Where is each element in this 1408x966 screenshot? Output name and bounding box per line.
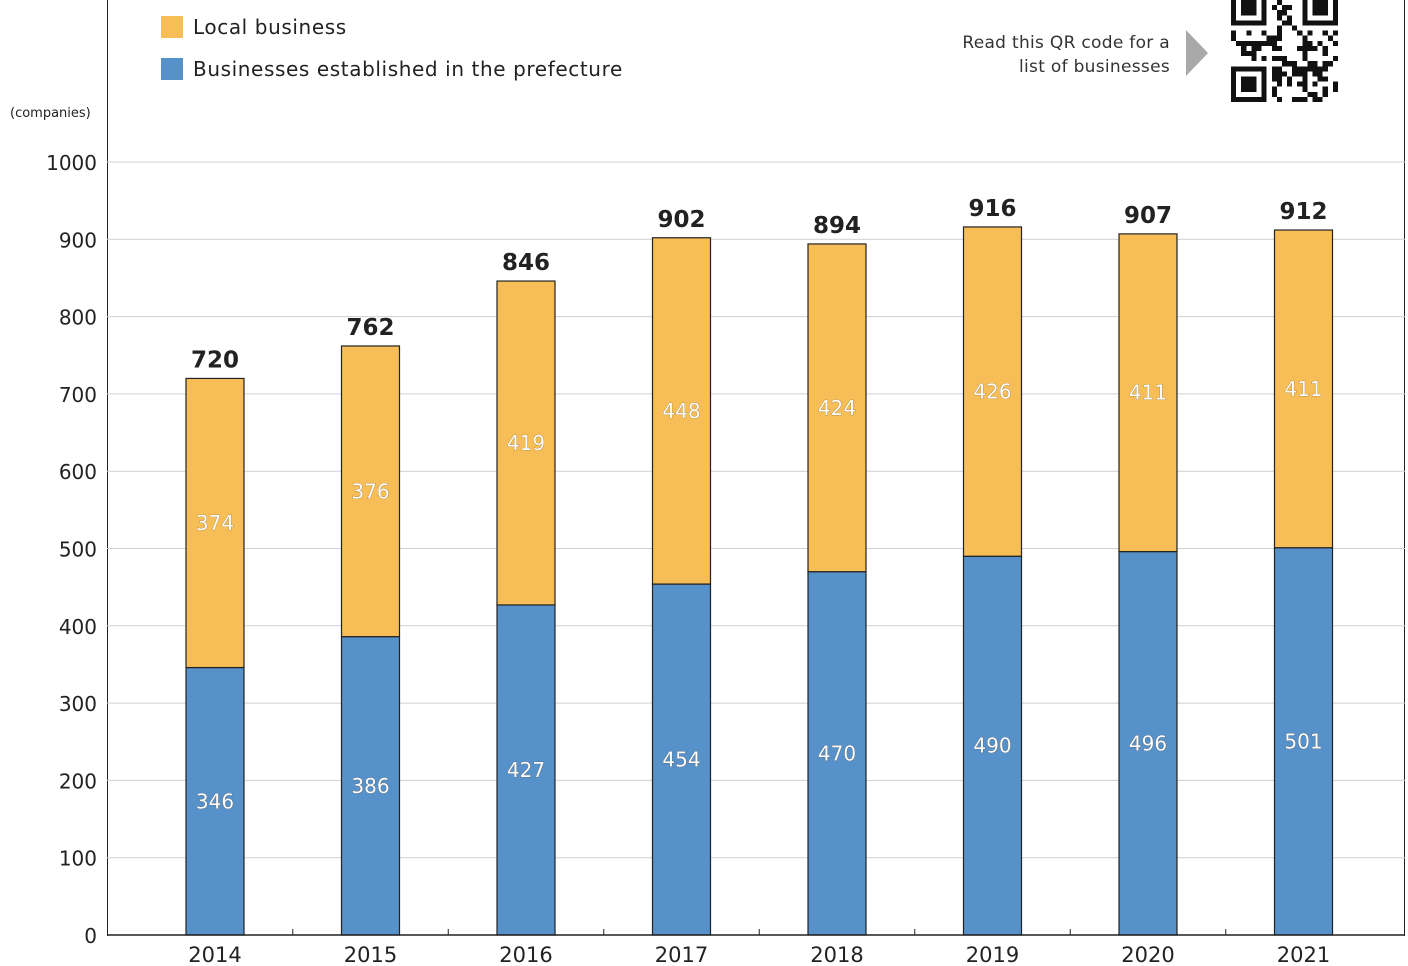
total-label: 846 <box>502 250 550 276</box>
qr-arrow-icon <box>1186 30 1208 76</box>
total-label: 916 <box>968 196 1016 222</box>
bar-segment-prefecture <box>1118 550 1178 936</box>
x-tick-label: 2019 <box>966 943 1019 966</box>
bar-segment-prefecture <box>962 555 1023 936</box>
legend: Local business Businesses established in… <box>161 14 623 98</box>
data-label-prefecture: 470 <box>818 741 856 765</box>
y-tick-label: 200 <box>59 769 97 793</box>
y-tick-label: 0 <box>84 924 97 948</box>
data-label-local: 376 <box>351 479 389 503</box>
y-axis-unit-label: (companies) <box>10 106 91 121</box>
y-tick-label: 600 <box>59 460 97 484</box>
data-label-prefecture: 386 <box>351 774 389 798</box>
data-label-local: 424 <box>818 396 856 420</box>
x-tick-label: 2017 <box>655 943 708 966</box>
bar-segment-local <box>651 237 712 585</box>
data-label-local: 411 <box>1129 381 1167 405</box>
bar-segment-prefecture <box>807 571 867 936</box>
y-tick-label: 300 <box>59 692 97 716</box>
data-label-local: 374 <box>196 511 234 535</box>
total-label: 894 <box>813 213 861 239</box>
legend-swatch-prefecture-business <box>161 58 183 80</box>
bar-segment-prefecture <box>340 636 401 936</box>
bar-segment-local <box>962 226 1023 557</box>
data-label-local: 419 <box>507 431 545 455</box>
bar-segment-prefecture <box>496 604 556 936</box>
total-label: 902 <box>657 207 705 233</box>
x-tick-label: 2021 <box>1277 943 1330 966</box>
total-label: 762 <box>346 315 394 341</box>
qr-note-line-1: Read this QR code for a <box>962 33 1170 53</box>
bar-segment-local <box>185 377 245 669</box>
x-tick-label: 2016 <box>499 943 552 966</box>
bar-segment-local <box>496 280 556 606</box>
data-label-prefecture: 454 <box>662 748 700 772</box>
x-tick-label: 2020 <box>1121 943 1174 966</box>
data-label-prefecture: 490 <box>973 734 1011 758</box>
total-label: 907 <box>1124 203 1172 229</box>
x-tick-label: 2014 <box>188 943 241 966</box>
data-label-prefecture: 501 <box>1284 729 1322 753</box>
data-label-local: 426 <box>973 380 1011 404</box>
bar-segment-prefecture <box>651 583 712 936</box>
data-label-prefecture: 496 <box>1129 731 1167 755</box>
qr-note: Read this QR code for a list of business… <box>920 31 1170 79</box>
bar-segment-local <box>1273 229 1334 549</box>
x-tick-label: 2015 <box>344 943 397 966</box>
legend-item-local-business: Local business <box>161 14 623 40</box>
total-label: 912 <box>1279 199 1327 225</box>
bar-segment-local <box>340 345 401 638</box>
data-label-local: 411 <box>1284 377 1322 401</box>
y-tick-label: 400 <box>59 615 97 639</box>
legend-label-local-business: Local business <box>193 15 347 39</box>
x-tick-label: 2018 <box>810 943 863 966</box>
bar-segment-local <box>1118 233 1178 553</box>
legend-item-prefecture-business: Businesses established in the prefecture <box>161 56 623 82</box>
qr-note-line-2: list of businesses <box>1019 57 1170 77</box>
y-tick-label: 900 <box>59 228 97 252</box>
qr-code-icon[interactable] <box>1231 0 1338 102</box>
bar-segment-prefecture <box>1273 547 1334 936</box>
y-tick-label: 700 <box>59 383 97 407</box>
bar-segment-local <box>807 243 867 573</box>
data-label-prefecture: 346 <box>196 789 234 813</box>
legend-swatch-local-business <box>161 16 183 38</box>
total-label: 720 <box>191 347 239 373</box>
legend-label-prefecture-business: Businesses established in the prefecture <box>193 57 623 81</box>
bar-segment-prefecture <box>185 666 245 936</box>
data-label-local: 448 <box>662 399 700 423</box>
data-label-prefecture: 427 <box>507 758 545 782</box>
chart-frame <box>107 0 1405 936</box>
y-tick-label: 1000 <box>46 151 97 175</box>
y-tick-label: 800 <box>59 306 97 330</box>
y-tick-label: 100 <box>59 847 97 871</box>
y-tick-label: 500 <box>59 538 97 562</box>
